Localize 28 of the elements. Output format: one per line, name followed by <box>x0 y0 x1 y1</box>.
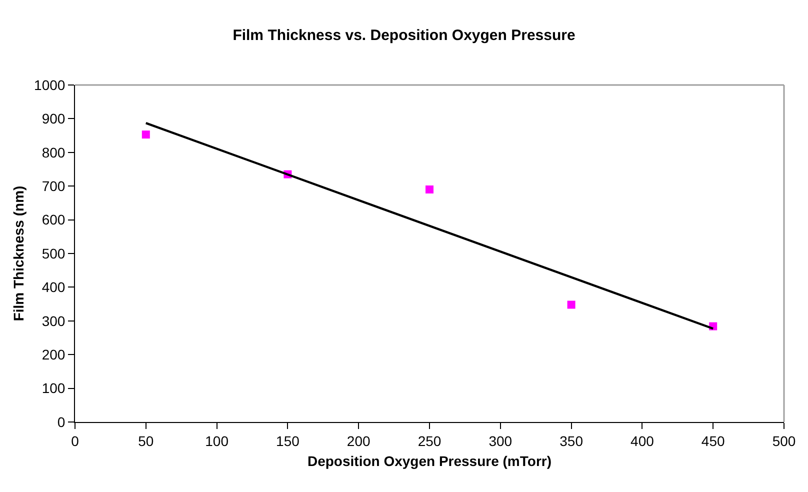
x-tick-label: 200 <box>346 432 370 449</box>
y-tick-label: 900 <box>42 110 66 127</box>
x-tick-label: 150 <box>276 432 300 449</box>
y-tick-label: 600 <box>42 212 66 228</box>
y-tick-label: 700 <box>42 178 66 194</box>
x-tick-label: 100 <box>205 432 229 449</box>
x-tick-label: 0 <box>71 432 80 449</box>
x-tick-label: 450 <box>701 432 725 449</box>
y-tick-label: 800 <box>42 144 66 160</box>
y-tick-label: 300 <box>42 312 66 329</box>
x-tick-label: 500 <box>772 432 796 449</box>
y-tick-label: 400 <box>42 279 66 296</box>
y-tick-label: 100 <box>42 380 66 396</box>
x-tick-label: 300 <box>488 432 512 449</box>
x-tick-label: 400 <box>630 432 654 449</box>
x-tick-label: 250 <box>418 432 442 449</box>
y-tick-label: 0 <box>57 414 66 430</box>
x-tick-label: 50 <box>138 432 154 449</box>
y-tick-label: 200 <box>42 346 66 362</box>
y-tick-label: 1000 <box>34 76 66 93</box>
x-axis-title: Deposition Oxygen Pressure (mTorr) <box>307 453 552 470</box>
y-axis-title: Film Thickness (nm) <box>10 186 27 322</box>
point <box>426 185 434 194</box>
chart-title: Film Thickness vs. Deposition Oxygen Pressure <box>232 27 576 44</box>
point <box>142 130 150 139</box>
x-tick-label: 350 <box>560 432 584 449</box>
y-tick-label: 500 <box>42 245 66 262</box>
point <box>567 300 576 309</box>
